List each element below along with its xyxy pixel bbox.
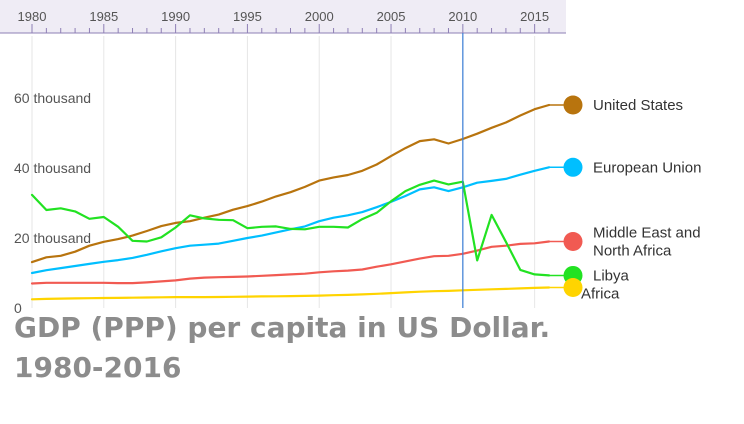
series-label: Libya	[593, 267, 630, 284]
x-tick-label: 1995	[233, 9, 262, 24]
chart-title-line-2: 1980-2016	[14, 351, 182, 384]
x-tick-label: 2005	[377, 9, 406, 24]
x-tick-label: 1980	[18, 9, 47, 24]
series-end-marker[interactable]	[563, 278, 583, 298]
series-labels: United States European Union Middle East a…	[581, 97, 701, 302]
x-tick-label: 1985	[89, 9, 118, 24]
y-tick-label: 40 thousand	[14, 160, 91, 176]
timeline-bar[interactable]	[0, 0, 566, 33]
x-tick-label: 2000	[305, 9, 334, 24]
chart-title: GDP (PPP) per capita in US Dollar. 1980-…	[14, 308, 714, 388]
series-label: Middle East and North Africa	[593, 225, 701, 260]
year-timeline[interactable]: 1980 1985 1990 1995 2000 2005 2010 2015	[0, 0, 566, 34]
series-lines	[30, 103, 551, 301]
x-tick-label: 1990	[161, 9, 190, 24]
series-label: Africa	[581, 285, 620, 302]
chart-title-line-1: GDP (PPP) per capita in US Dollar.	[14, 311, 551, 344]
series-end-marker[interactable]	[563, 157, 583, 177]
series-label-line: Middle East and	[593, 225, 701, 242]
y-tick-label: 60 thousand	[14, 90, 91, 106]
series-label: European Union	[593, 159, 701, 176]
x-tick-label: 2015	[520, 9, 549, 24]
y-tick-label: 0	[14, 300, 22, 316]
series-label-line: North Africa	[593, 243, 672, 260]
x-tick-label: 2010	[448, 9, 477, 24]
series-line[interactable]	[30, 240, 551, 285]
series-end-marker[interactable]	[563, 232, 583, 251]
series-end-marker[interactable]	[563, 95, 583, 115]
chart-grid: 0 20 thousand 40 thousand 60 thousand	[14, 36, 536, 316]
series-end-markers	[549, 95, 583, 298]
series-line[interactable]	[30, 286, 551, 301]
series-label: United States	[593, 97, 683, 114]
y-tick-label: 20 thousand	[14, 230, 91, 246]
